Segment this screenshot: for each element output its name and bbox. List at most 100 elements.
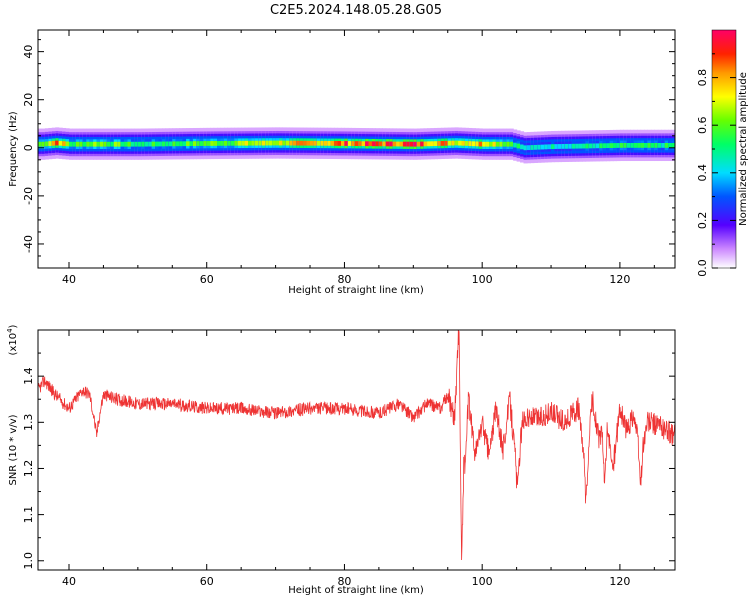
spectrogram-cell: [289, 140, 294, 146]
snr-ylabel: SNR (10 * v/v): [8, 414, 19, 485]
spectrogram-cell: [127, 141, 132, 147]
spectrogram-cell: [499, 141, 504, 147]
snr-ytick-label: 1.0: [22, 552, 35, 570]
spectrogram-cell: [144, 141, 149, 147]
spectrogram-cell: [568, 143, 573, 149]
snr-xlabel: Height of straight line (km): [288, 585, 424, 596]
spectrogram-cell: [241, 140, 246, 146]
spectrogram-cell: [337, 141, 342, 146]
spectrogram-cell: [306, 140, 311, 146]
spectrogram-cell: [230, 140, 235, 146]
spectrogram-cell: [588, 143, 593, 149]
spectrogram-cell: [155, 141, 160, 147]
spectrogram-cell: [44, 141, 49, 147]
spectrogram-cell: [561, 144, 566, 149]
spectrogram-cell: [254, 140, 259, 146]
spectrogram-cell: [148, 141, 153, 147]
spectrogram-cell: [175, 141, 180, 147]
spectrogram-cell: [334, 140, 339, 146]
colorbar-tick-label: 0.6: [696, 116, 709, 134]
spectrogram-ytick-label: 20: [22, 93, 35, 107]
spectrogram-cell: [117, 141, 122, 147]
spectrogram-cell: [248, 140, 253, 146]
figure-title: C2E5.2024.148.05.28.G05: [270, 3, 442, 18]
spectrogram-cell: [602, 143, 607, 149]
spectrogram-cell: [595, 143, 600, 149]
spectrogram-cell: [585, 143, 590, 149]
spectrogram-cell: [275, 140, 280, 146]
spectrogram-cell: [451, 140, 456, 146]
spectrogram-cell: [279, 140, 284, 146]
spectrogram-cell: [468, 141, 473, 146]
spectrogram-cell: [217, 140, 222, 146]
spectrogram-ytick-label: 40: [22, 45, 35, 59]
spectrogram-cell: [544, 144, 549, 150]
spectrogram-cell: [654, 142, 659, 148]
spectrogram-cell: [402, 141, 408, 147]
spectrogram-cell: [58, 140, 63, 146]
spectrogram-cell: [554, 144, 559, 149]
spectrogram-cell: [382, 141, 387, 147]
spectrogram-cell: [347, 141, 352, 146]
colorbar-gradient: [712, 30, 736, 268]
spectrogram-cell: [68, 141, 74, 147]
spectrogram-cell: [644, 142, 649, 148]
spectrogram-cell: [206, 141, 211, 146]
spectrogram-cell: [420, 141, 425, 147]
snr-series-line: [38, 330, 675, 561]
spectrogram-cell: [72, 141, 77, 147]
spectrogram-cell: [485, 141, 490, 147]
spectrogram-cell: [361, 141, 366, 147]
spectrogram-cell: [130, 141, 136, 147]
snr-xtick-label: 40: [62, 575, 76, 588]
spectrogram-cell: [430, 141, 435, 147]
spectrogram-cell: [458, 140, 463, 146]
spectrogram-cell: [406, 141, 411, 147]
spectrogram-cell: [547, 144, 552, 150]
spectrogram-cell: [399, 141, 404, 147]
spectrogram-cell: [124, 141, 129, 147]
spectrogram-cell: [38, 141, 43, 147]
spectrogram-cell: [292, 140, 297, 146]
spectrogram-xlabel: Height of straight line (km): [288, 285, 424, 296]
spectrogram-cell: [533, 144, 538, 150]
spectrogram-cell: [299, 140, 304, 146]
spectrogram-cell: [165, 141, 170, 147]
spectrogram-cell: [492, 141, 497, 147]
colorbar-tick-label: 0.4: [696, 164, 709, 182]
spectrogram-cell: [213, 141, 218, 146]
spectrogram-ytick-label: 0: [22, 144, 35, 151]
snr-ytick-label: 1.2: [22, 460, 35, 478]
spectrogram-cell: [234, 140, 239, 146]
snr-scale-close: ): [8, 324, 19, 328]
spectrogram-cell: [285, 140, 290, 146]
spectrogram-xtick-label: 80: [337, 273, 351, 286]
spectrogram-cell: [323, 140, 328, 146]
snr-ytick-label: 1.3: [22, 414, 35, 432]
spectrogram-cell: [220, 140, 225, 146]
snr-plot-area: [38, 330, 675, 570]
spectrogram-cell: [48, 141, 53, 146]
spectrogram-frame: [37, 29, 676, 269]
spectrogram-cell: [440, 140, 445, 146]
spectrogram-cell: [489, 141, 494, 147]
spectrogram-cell: [520, 144, 525, 150]
spectrogram-cell: [189, 141, 194, 147]
spectrogram-cell: [578, 143, 583, 149]
spectrogram-cell: [409, 141, 414, 147]
snr-scale-prefix: (x10: [8, 333, 19, 356]
colorbar-label: Normalized spectral amplitude: [738, 72, 749, 226]
spectrogram-cell: [571, 143, 576, 149]
spectrogram-cell: [637, 142, 642, 148]
spectrogram-cell: [396, 141, 401, 147]
spectrogram-cell: [647, 142, 652, 148]
colorbar-tick-label: 0.8: [696, 69, 709, 87]
svg-text:(x104): (x104): [6, 324, 19, 355]
spectrogram-cell: [203, 141, 208, 146]
spectrogram-cell: [592, 143, 597, 149]
spectrogram-cell: [495, 141, 500, 147]
spectrogram-cell: [478, 141, 483, 147]
spectrogram-cell: [172, 141, 177, 147]
spectrogram-cell: [137, 141, 142, 147]
